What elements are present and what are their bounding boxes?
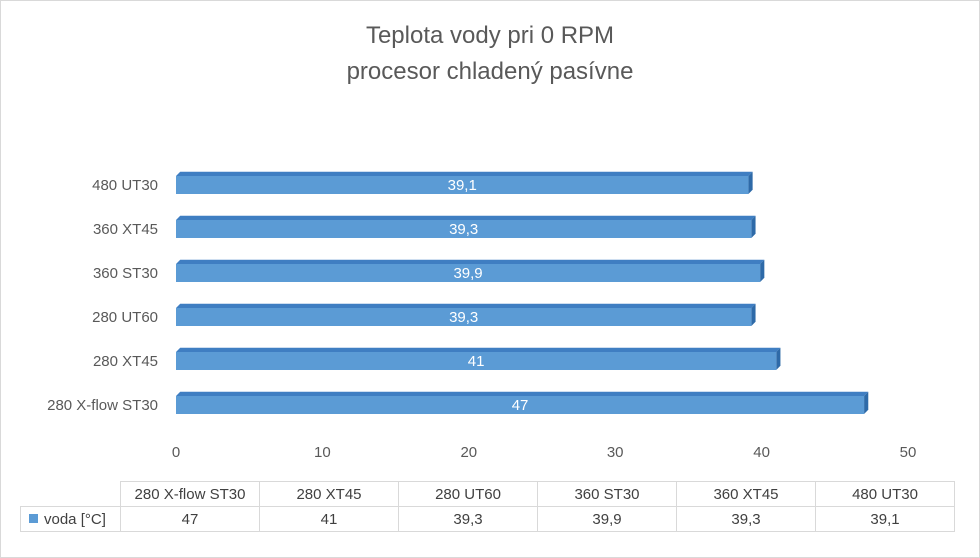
x-axis-tick-labels-group: 0 10 20 30 40 50	[172, 444, 917, 461]
chart-subtitle: procesor chladený pasívne	[346, 58, 634, 85]
bar-side-face	[751, 215, 756, 238]
data-label: 47	[512, 397, 529, 414]
data-table-value-cell: 39,9	[537, 506, 677, 532]
data-label: 39,3	[449, 221, 478, 238]
category-label: 360 XT45	[93, 221, 158, 238]
chart-title: Teplota vody pri 0 RPM	[365, 22, 615, 49]
bar	[176, 259, 765, 282]
category-label: 280 XT45	[93, 353, 158, 370]
data-table-category-cell: 280 X-flow ST30	[120, 481, 260, 507]
data-table-category-cell: 480 UT30	[815, 481, 955, 507]
bar-front-face	[176, 176, 749, 194]
category-label: 280 UT60	[92, 309, 158, 326]
data-label: 39,1	[448, 177, 477, 194]
data-table-category-cell: 360 XT45	[676, 481, 816, 507]
category-labels-group: 280 X-flow ST30 280 XT45 280 UT60 360 ST30 3…	[47, 177, 158, 414]
bar-side-face	[864, 391, 869, 414]
bar	[176, 347, 781, 370]
bar	[176, 391, 869, 414]
bar-front-face	[176, 220, 752, 238]
data-table-value-cell: 41	[259, 506, 399, 532]
bar-top-face	[176, 171, 753, 176]
data-label: 39,3	[449, 309, 478, 326]
data-table-corner	[20, 481, 121, 507]
bar-front-face	[176, 264, 761, 282]
bar-front-face	[176, 352, 777, 370]
x-tick-label: 0	[172, 444, 180, 461]
bar	[176, 171, 753, 194]
bar-top-face	[176, 391, 869, 396]
data-table-category-cell: 280 UT60	[398, 481, 538, 507]
data-table-series-row: voda [°C] 47 41 39,3 39,9 39,3 39,1	[20, 506, 955, 532]
bar-front-face	[176, 308, 752, 326]
legend-key-swatch	[29, 514, 38, 524]
legend-entry: voda [°C]	[20, 506, 121, 532]
bar-side-face	[751, 303, 756, 326]
data-table-value-cell: 39,3	[676, 506, 816, 532]
legend-label: voda [°C]	[44, 510, 106, 528]
category-label: 360 ST30	[93, 265, 158, 282]
category-label: 280 X-flow ST30	[47, 397, 158, 414]
data-table-header-row: 280 X-flow ST30 280 XT45 280 UT60 360 ST30 3…	[20, 481, 955, 507]
data-table-value-cell: 39,1	[815, 506, 955, 532]
x-tick-label: 50	[900, 444, 917, 461]
bar-top-face	[176, 259, 765, 264]
data-table-category-cell: 360 ST30	[537, 481, 677, 507]
x-tick-label: 10	[314, 444, 331, 461]
bar	[176, 303, 756, 326]
x-tick-label: 40	[753, 444, 770, 461]
data-label: 39,9	[453, 265, 482, 282]
category-label: 480 UT30	[92, 177, 158, 194]
bar	[176, 215, 756, 238]
bar-top-face	[176, 215, 756, 220]
bar-top-face	[176, 347, 781, 352]
bar-front-face	[176, 396, 865, 414]
data-label: 41	[468, 353, 485, 370]
data-table-category-cell: 280 XT45	[259, 481, 399, 507]
bar-side-face	[748, 171, 753, 194]
data-table: 280 X-flow ST30 280 XT45 280 UT60 360 ST30 3…	[20, 481, 955, 532]
bar-side-face	[776, 347, 781, 370]
data-table-value-cell: 47	[120, 506, 260, 532]
bars-group: 47 41 39,3 39,9 39,3 39,1	[176, 171, 869, 414]
bar-top-face	[176, 303, 756, 308]
x-tick-label: 30	[607, 444, 624, 461]
data-table-value-cell: 39,3	[398, 506, 538, 532]
bar-side-face	[760, 259, 765, 282]
x-tick-label: 20	[460, 444, 477, 461]
